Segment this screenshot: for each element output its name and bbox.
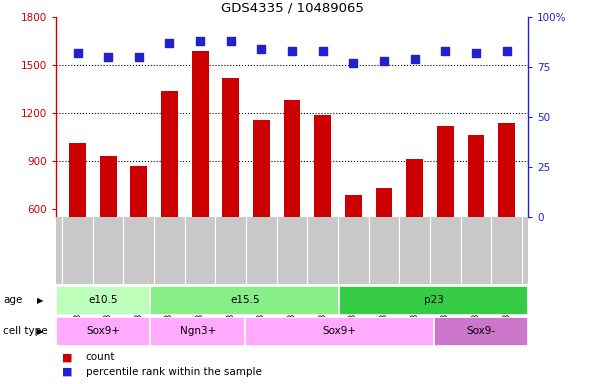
Point [73, 50, 82, 56]
Text: ▶: ▶ [37, 296, 43, 305]
Text: count: count [86, 352, 115, 362]
Point [287, 48, 297, 54]
Bar [150, 317, 245, 346]
Bar [437, 126, 454, 305]
Text: p23: p23 [424, 295, 444, 306]
Bar [192, 51, 208, 305]
Text: Sox9-: Sox9- [466, 326, 496, 336]
Point [103, 54, 113, 60]
Point [410, 56, 419, 62]
Point [318, 48, 327, 54]
Bar [56, 286, 150, 315]
Text: cell type: cell type [3, 326, 48, 336]
Point [471, 50, 481, 56]
Title: GDS4335 / 10489065: GDS4335 / 10489065 [221, 2, 363, 15]
Point [195, 38, 205, 44]
Point [165, 40, 174, 46]
Text: percentile rank within the sample: percentile rank within the sample [86, 367, 261, 377]
Text: Sox9+: Sox9+ [86, 326, 120, 336]
Text: ▶: ▶ [37, 327, 43, 336]
Point [226, 38, 235, 44]
Bar [434, 317, 528, 346]
Bar [222, 78, 239, 305]
Bar [467, 136, 484, 305]
Bar [69, 144, 86, 305]
Text: e10.5: e10.5 [88, 295, 118, 306]
Bar [130, 166, 148, 305]
Bar [161, 91, 178, 305]
Point [349, 60, 358, 66]
Bar [100, 156, 117, 305]
Text: ■: ■ [62, 352, 73, 362]
Text: ■: ■ [62, 367, 73, 377]
Bar [498, 123, 515, 305]
Bar [150, 286, 339, 315]
Bar [253, 119, 270, 305]
Bar [284, 100, 300, 305]
Bar [245, 317, 434, 346]
Text: Sox9+: Sox9+ [322, 326, 356, 336]
Point [441, 48, 450, 54]
Text: e15.5: e15.5 [230, 295, 260, 306]
Bar [376, 188, 392, 305]
Point [134, 54, 143, 60]
Text: Ngn3+: Ngn3+ [179, 326, 216, 336]
Point [257, 46, 266, 52]
Bar [345, 195, 362, 305]
Bar [407, 159, 423, 305]
Point [502, 48, 512, 54]
Point [379, 58, 389, 64]
Bar [339, 286, 528, 315]
Text: age: age [3, 295, 22, 306]
Bar [314, 115, 331, 305]
Bar [56, 317, 150, 346]
